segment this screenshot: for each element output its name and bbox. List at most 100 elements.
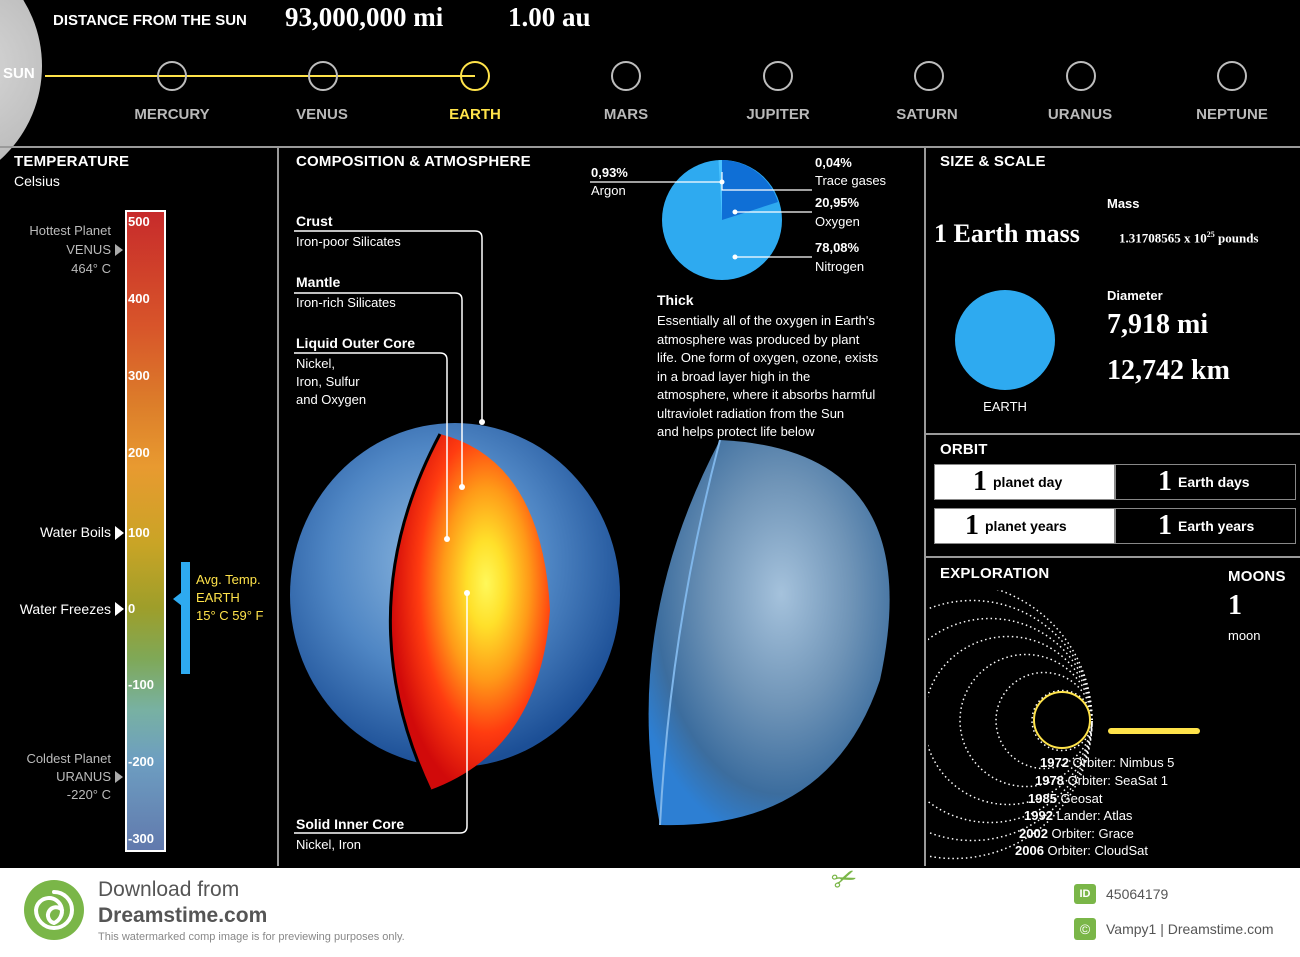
trace-pct: 0,04% (815, 155, 852, 170)
diameter-label: Diameter (1107, 288, 1163, 303)
earth-half-globe-illustration (648, 439, 890, 826)
mission-1978-year: 1978 (1035, 773, 1064, 788)
size-title: SIZE & SCALE (940, 153, 1046, 170)
orbit-title: ORBIT (940, 441, 988, 458)
nitrogen-pct: 78,08% (815, 240, 860, 255)
jupiter-ring[interactable] (763, 61, 793, 91)
footer-bar: Download from Dreamstime.com This waterm… (0, 860, 1300, 957)
planet-name-venus[interactable]: VENUS (296, 106, 348, 123)
tick-0: 0 (128, 601, 136, 616)
layer-inner-core-material: Nickel, Iron (296, 837, 362, 852)
layer-crust-title: Crust (296, 213, 333, 229)
coldest-label: Coldest Planet (26, 751, 111, 766)
mission-1992: 1992 Lander: Atlas (1024, 808, 1132, 823)
size-orbit-divider (924, 433, 1300, 435)
earth-orbit-center (1033, 691, 1091, 749)
argon-label: Argon (591, 183, 626, 198)
mission-2006: 2006 Orbiter: CloudSat (1015, 843, 1148, 858)
sun-label: SUN (3, 65, 35, 82)
moons-unit: moon (1228, 628, 1261, 643)
tick-minus-300: -300 (128, 831, 155, 846)
tick-300: 300 (128, 368, 150, 383)
half-globe (648, 440, 890, 826)
water-freezes-label: Water Freezes (19, 601, 111, 617)
header-divider (0, 146, 1300, 148)
planet-name-neptune[interactable]: NEPTUNE (1196, 106, 1268, 123)
planet-name-saturn[interactable]: SATURN (896, 106, 958, 123)
earth-days-num: 1 (1158, 466, 1172, 497)
col-divider-1 (277, 146, 279, 866)
venus-ring[interactable] (308, 61, 338, 91)
atmo-line-1: Essentially all of the oxygen in Earth's (657, 313, 875, 328)
tick-200: 200 (128, 445, 150, 460)
core-cutaway (390, 434, 550, 790)
atmo-line-7: and helps protect life below (657, 424, 815, 439)
mission-1985: 1985 Geosat (1028, 791, 1102, 806)
atmosphere-text: Essentially all of the oxygen in Earth's… (657, 312, 917, 442)
mission-1985-year: 1985 (1028, 791, 1057, 806)
planet-name-mars[interactable]: MARS (603, 106, 649, 123)
dreamstime-logo-icon (24, 880, 84, 940)
diameter-mi: 7,918 mi (1107, 309, 1209, 340)
planet-years-num: 1 (965, 510, 979, 541)
mission-1972: 1972 Orbiter: Nimbus 5 (1040, 755, 1174, 770)
mission-2006-text: Orbiter: CloudSat (1047, 843, 1148, 858)
planet-name-uranus[interactable]: URANUS (1047, 106, 1113, 123)
download-from-text: Download from (98, 878, 240, 901)
diameter-km: 12,742 km (1107, 355, 1230, 386)
tick-100: 100 (128, 525, 150, 540)
planet-day-num: 1 (973, 466, 987, 497)
atmo-line-2: atmosphere was produced by plant (657, 331, 860, 347)
tick-400: 400 (128, 291, 150, 306)
planet-name-earth[interactable]: EARTH (449, 106, 501, 123)
layer-crust-material: Iron-poor Silicates (296, 234, 401, 249)
pie-slice-argon (718, 159, 722, 220)
mars-ring[interactable] (611, 61, 641, 91)
avg-temp-line3: 15° C 59° F (196, 608, 264, 623)
coldest-value: -220° C (66, 787, 111, 802)
col-divider-2 (924, 146, 926, 866)
earth-size-label: EARTH (983, 399, 1027, 414)
hottest-label: Hottest Planet (29, 223, 111, 238)
avg-temp-bracket (181, 562, 190, 674)
mission-1992-text: Lander: Atlas (1056, 808, 1133, 823)
mercury-ring[interactable] (157, 61, 187, 91)
atmosphere-leader-lines (590, 172, 812, 260)
planet-name-jupiter[interactable]: JUPITER (746, 106, 810, 123)
hottest-value: 464° C (71, 261, 111, 276)
mission-1978: 1978 Orbiter: SeaSat 1 (1035, 773, 1168, 788)
layer-outer-core-material-2: Iron, Sulfur (296, 374, 360, 389)
atmo-line-5: atmosphere, where it absorbs harmful (657, 387, 876, 402)
planet-name-mercury[interactable]: MERCURY (134, 106, 210, 123)
planet-day-box: 1 planet day (934, 464, 1115, 500)
id-badge: ID (1074, 884, 1096, 904)
atmosphere-title: Thick (657, 292, 694, 308)
author-credit[interactable]: Vampy1 | Dreamstime.com (1106, 921, 1274, 937)
mass-pounds-suffix: pounds (1214, 230, 1259, 246)
saturn-ring[interactable] (914, 61, 944, 91)
coldest-planet: URANUS (56, 769, 111, 784)
earth-years-num: 1 (1158, 510, 1172, 541)
avg-temp-arrow-icon (173, 592, 182, 606)
earth-ring[interactable] (460, 61, 490, 91)
thermometer-bar (125, 210, 166, 852)
oxygen-pct: 20,95% (815, 195, 860, 210)
tick-minus-100: -100 (128, 677, 155, 692)
mass-label: Mass (1107, 196, 1140, 211)
moons-title: MOONS (1228, 568, 1286, 585)
earth-days-box: 1 Earth days (1115, 464, 1296, 500)
avg-temp-line2: EARTH (196, 590, 240, 605)
tick-minus-200: -200 (128, 754, 155, 769)
earth-size-disc (955, 290, 1055, 390)
image-id: 45064179 (1106, 886, 1169, 902)
earth-cutaway-illustration (290, 423, 620, 791)
water-boils-marker-icon (115, 526, 124, 540)
uranus-ring[interactable] (1066, 61, 1096, 91)
water-freezes-marker-icon (115, 602, 124, 616)
composition-title: COMPOSITION & ATMOSPHERE (296, 153, 531, 170)
earth-years-box: 1 Earth years (1115, 508, 1296, 544)
hottest-marker-icon (115, 244, 123, 256)
layer-mantle-title: Mantle (296, 274, 341, 290)
dreamstime-site-link[interactable]: Dreamstime.com (98, 904, 268, 927)
neptune-ring[interactable] (1217, 61, 1247, 91)
